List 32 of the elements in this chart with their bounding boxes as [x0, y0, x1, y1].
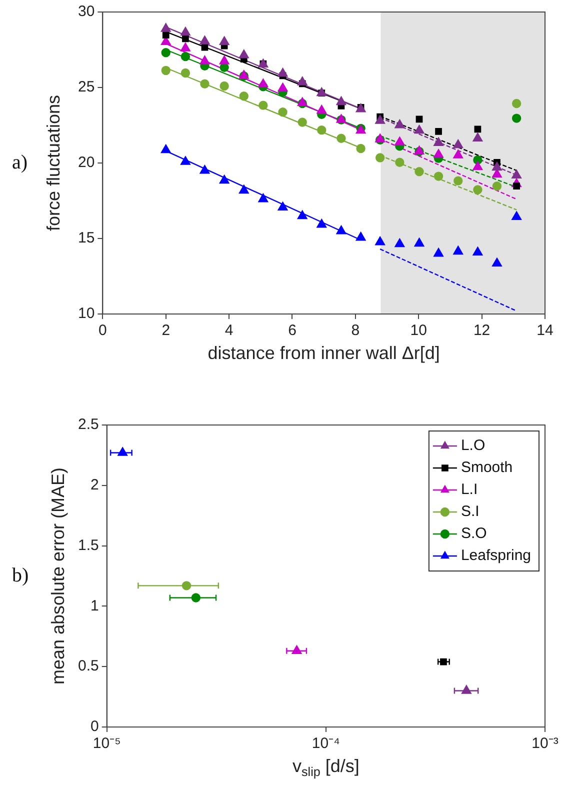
y-tick-label: 25 [78, 78, 95, 96]
x-tick-label: 10⁻⁵ [92, 735, 121, 752]
y-tick-label: 1 [90, 597, 99, 614]
x-tick-label: 14 [536, 322, 554, 340]
legend-label: L.O [460, 437, 486, 454]
x-tick-label: 10 [410, 322, 427, 340]
y-axis-title: force fluctuations [44, 94, 64, 232]
x-tick-label: 8 [351, 322, 360, 340]
x-tick-label: 10⁻³ [532, 735, 558, 752]
text: a) [12, 151, 28, 174]
legend-label: S.O [460, 525, 487, 542]
legend-label: L.I [460, 481, 478, 498]
text: b) [12, 564, 29, 586]
x-tick-label: 4 [224, 322, 234, 340]
y-tick-label: 0.5 [78, 658, 99, 675]
y-tick-label: 15 [78, 230, 95, 247]
y-tick-label: 2.5 [78, 416, 99, 434]
x-tick-label: 6 [288, 322, 296, 340]
x-axis-title: distance from inner wall Δr[d] [208, 342, 440, 363]
legend-label: S.I [460, 503, 480, 520]
y-tick-label: 30 [78, 3, 95, 20]
y-tick-label: 0 [90, 718, 99, 736]
legend-label: Smooth [460, 459, 513, 476]
y-tick-label: 20 [78, 154, 95, 172]
y-tick-label: 1.5 [78, 536, 99, 554]
y-axis-title: mean absolute error (MAE) [48, 467, 68, 685]
x-tick-label: 12 [473, 322, 490, 340]
y-tick-label: 2 [90, 476, 99, 494]
x-tick-label: 2 [162, 322, 170, 340]
x-tick-label: 10⁻⁴ [312, 735, 340, 752]
y-tick-label: 10 [78, 305, 95, 322]
legend-label: Leafspring [460, 547, 532, 564]
